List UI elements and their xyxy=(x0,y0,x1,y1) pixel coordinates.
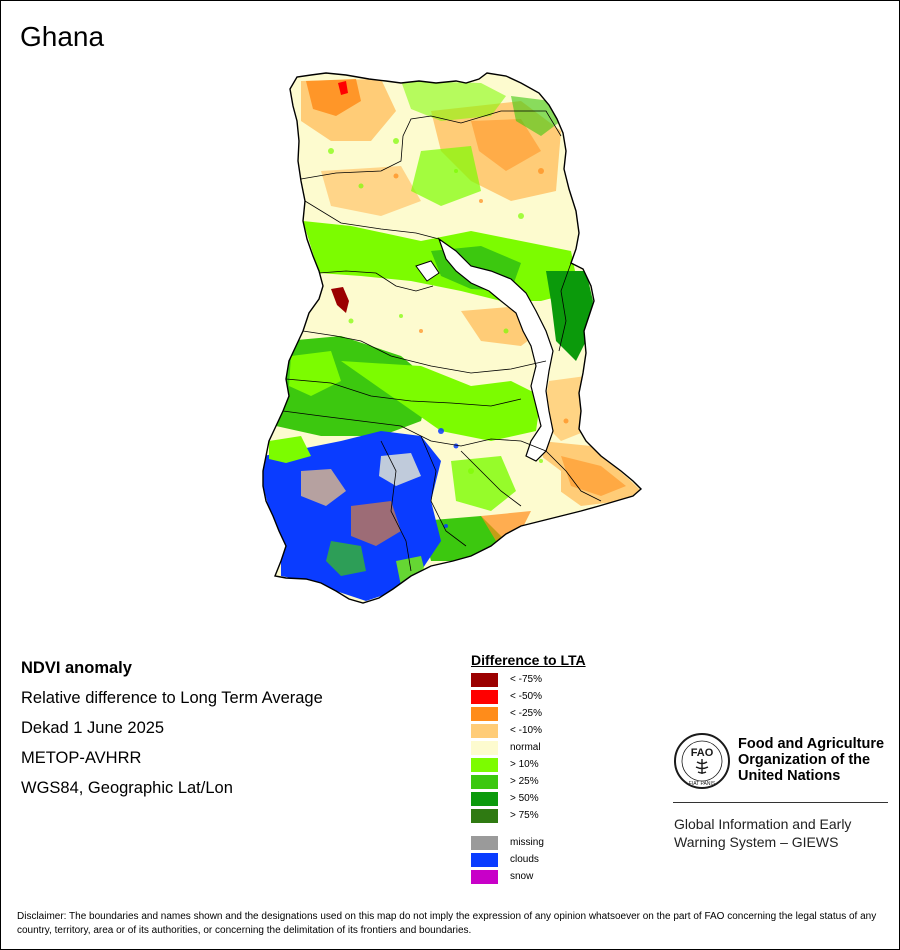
organization-name-line: Food and Agriculture xyxy=(738,736,885,752)
info-projection: WGS84, Geographic Lat/Lon xyxy=(21,779,233,797)
fao-logo: FAO FIAT PANIS xyxy=(674,733,730,789)
legend-label: < -25% xyxy=(510,708,542,719)
legend-swatch xyxy=(471,775,498,789)
organization-divider xyxy=(673,802,888,803)
info-product: NDVI anomaly xyxy=(21,659,132,677)
legend-label: clouds xyxy=(510,854,539,865)
legend-label: normal xyxy=(510,742,541,753)
legend-label: > 25% xyxy=(510,776,539,787)
legend-swatch xyxy=(471,741,498,755)
legend-swatch xyxy=(471,809,498,823)
info-sensor: METOP-AVHRR xyxy=(21,749,142,767)
map-title: Ghana xyxy=(20,21,105,52)
legend-swatch xyxy=(471,758,498,772)
legend-label: missing xyxy=(510,837,544,848)
disclaimer: Disclaimer: The boundaries and names sho… xyxy=(17,911,877,936)
giews-name: Global Information and Early Warning Sys… xyxy=(674,815,851,851)
legend-label: snow xyxy=(510,871,534,882)
legend-swatch xyxy=(471,853,498,867)
legend-label: > 10% xyxy=(510,759,539,770)
info-description: Relative difference to Long Term Average xyxy=(21,689,323,707)
legend-swatch xyxy=(471,707,498,721)
legend-swatch xyxy=(471,724,498,738)
legend-label: > 50% xyxy=(510,793,539,804)
organization-name-line: United Nations xyxy=(738,768,841,784)
legend-swatch xyxy=(471,673,498,687)
legend-swatch xyxy=(471,870,498,884)
legend-label: > 75% xyxy=(510,810,539,821)
giews-name-line: Global Information and Early xyxy=(674,816,852,832)
legend-swatch xyxy=(471,792,498,806)
logo-motto: FIAT PANIS xyxy=(689,781,716,787)
info-dekad: Dekad 1 June 2025 xyxy=(21,719,165,737)
legend-label: < -10% xyxy=(510,725,542,736)
logo-text: FAO xyxy=(691,747,714,759)
organization-name-line: Organization of the xyxy=(738,752,871,768)
organization-name: Food and Agriculture Organization of the… xyxy=(738,736,884,784)
map-info: NDVI anomaly Relative difference to Long… xyxy=(21,657,323,807)
giews-name-line: Warning System – GIEWS xyxy=(674,834,839,850)
legend-swatch xyxy=(471,690,498,704)
legend-label: < -50% xyxy=(510,691,542,702)
map-legend: Difference to LTA < -75% < -50% < -25% <… xyxy=(471,652,586,884)
legend-swatch xyxy=(471,836,498,850)
ndvi-anomaly-map xyxy=(262,72,642,604)
legend-label: < -75% xyxy=(510,674,542,685)
legend-title: Difference to LTA xyxy=(471,652,586,668)
